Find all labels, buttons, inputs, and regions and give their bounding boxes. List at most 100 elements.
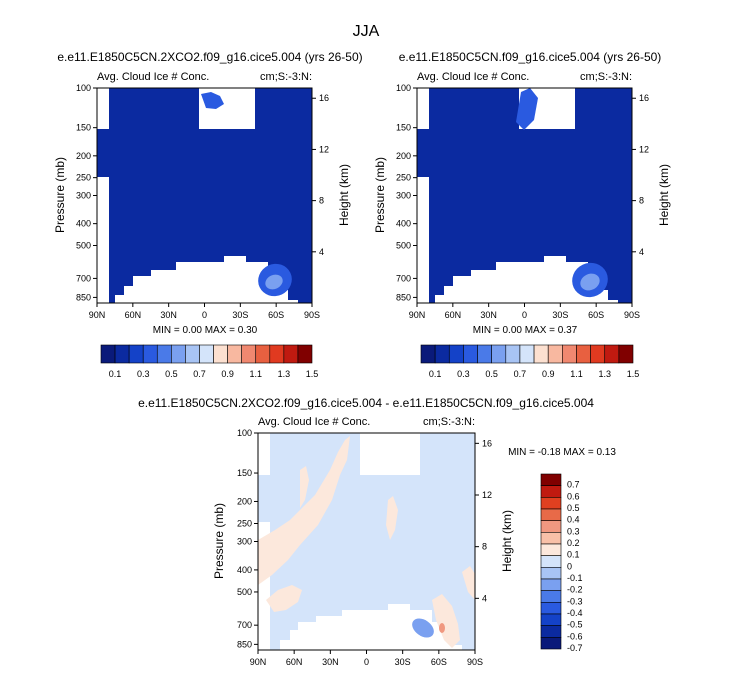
colorbar-label: 0.7	[193, 369, 206, 379]
colorbar-swatch	[540, 625, 562, 638]
positive-anomaly	[266, 585, 302, 612]
positive-anomaly	[258, 436, 350, 585]
colorbar-label: 0.6	[567, 491, 580, 501]
colorbar-swatch	[128, 344, 144, 364]
cloud-ice-field	[97, 88, 312, 303]
colorbar-swatch	[540, 473, 562, 486]
y-tick-label: 250	[76, 173, 91, 183]
positive-anomaly	[386, 496, 398, 540]
colorbar-swatch	[540, 602, 562, 615]
colorbar-swatch	[100, 344, 116, 364]
field-region	[417, 88, 632, 303]
colorbar-swatch	[540, 520, 562, 533]
colorbar-label: 0.1	[567, 550, 580, 560]
height-tick-label: 8	[482, 542, 487, 552]
height-tick-label: 12	[319, 144, 329, 154]
colorbar-swatch	[618, 344, 634, 364]
colorbar-swatch	[562, 344, 577, 364]
colorbar-label: -0.6	[567, 631, 583, 641]
panel-difference: e.e11.E1850C5CN.2XCO2.f09_g16.cice5.004 …	[138, 396, 616, 667]
x-tick-label: 60N	[286, 657, 303, 667]
height-tick-label: 4	[639, 247, 644, 257]
y-tick-label: 250	[237, 518, 252, 528]
colorbar-swatch	[227, 344, 242, 364]
colorbar-label: -0.7	[567, 643, 583, 653]
colorbar-label: -0.4	[567, 608, 583, 618]
colorbar-label: 0.7	[514, 369, 527, 379]
positive-anomaly	[432, 594, 460, 648]
y-tick-label: 400	[76, 219, 91, 229]
x-tick-label: 0	[364, 657, 369, 667]
x-tick-label: 30S	[232, 310, 248, 320]
x-tick-label: 30N	[322, 657, 339, 667]
contour-core	[580, 273, 600, 291]
y-tick-label: 500	[237, 587, 252, 597]
colorbar-label: 0.1	[429, 369, 442, 379]
colorbar-label: 0.4	[567, 515, 580, 525]
colorbar-label: 1.3	[598, 369, 611, 379]
x-tick-label: 30S	[395, 657, 411, 667]
y-tick-label: 700	[237, 620, 252, 630]
colorbar-swatch	[477, 344, 492, 364]
y-tick-label: 500	[396, 240, 411, 250]
y-tick-label: 300	[76, 191, 91, 201]
height-tick-label: 8	[319, 196, 324, 206]
colorbar-swatch	[604, 344, 620, 364]
y-tick-label: 250	[396, 173, 411, 183]
x-tick-label: 60S	[268, 310, 284, 320]
colorbar-swatch	[156, 344, 172, 364]
colorbar-swatch	[448, 344, 464, 364]
colorbar-swatch	[519, 344, 535, 364]
subtitle-left: Avg. Cloud Ice # Conc.	[97, 71, 209, 83]
x-tick-label: 90S	[624, 310, 640, 320]
panel-title: e.e11.E1850C5CN.f09_g16.cice5.004 (yrs 2…	[399, 50, 662, 64]
x-tick-label: 90S	[467, 657, 483, 667]
colorbar-label: 0.3	[137, 369, 150, 379]
y-tick-label: 150	[76, 123, 91, 133]
colorbar-swatch	[540, 497, 562, 510]
panel-2xco2: e.e11.E1850C5CN.2XCO2.f09_g16.cice5.004 …	[53, 50, 363, 379]
colorbar-swatch	[283, 344, 299, 364]
colorbar-swatch	[540, 567, 562, 580]
colorbar-label: 0	[567, 561, 572, 571]
x-tick-label: 90N	[409, 310, 426, 320]
stats-text: MIN = -0.18 MAX = 0.13	[508, 447, 616, 458]
height-tick-label: 16	[639, 93, 649, 103]
subtitle-right: cm;S:-3:N:	[260, 71, 312, 83]
contour-light	[516, 88, 538, 130]
y-tick-label: 700	[76, 273, 91, 283]
y-axis-right: Height (km)	[500, 510, 514, 572]
subtitle-right: cm;S:-3:N:	[423, 416, 475, 428]
y-tick-label: 100	[237, 428, 252, 438]
y-tick-label: 850	[76, 292, 91, 302]
y-axis-label: Pressure (mb)	[373, 157, 387, 233]
colorbar-swatch	[255, 344, 271, 364]
max-anomaly	[439, 623, 445, 633]
colorbar: 0.1 0.3 0.5 0.7 0.9 1.1 1.3 1.5	[420, 344, 639, 379]
height-tick-label: 16	[482, 438, 492, 448]
colorbar-swatch	[547, 344, 563, 364]
difference-base	[258, 433, 475, 650]
stats-text: MIN = 0.00 MAX = 0.30	[153, 325, 258, 336]
colorbar-swatch	[241, 344, 257, 364]
colorbar-swatch	[533, 344, 549, 364]
height-tick-label: 4	[482, 593, 487, 603]
height-tick-label: 12	[482, 490, 492, 500]
y-tick-label: 700	[396, 273, 411, 283]
y-axis-label: Pressure (mb)	[212, 503, 226, 579]
colorbar-label: 1.1	[249, 369, 262, 379]
colorbar-swatch	[434, 344, 450, 364]
colorbar-label: 0.2	[567, 538, 580, 548]
figure-title: JJA	[353, 23, 380, 40]
y-axis-right-label: Height (km)	[337, 164, 351, 226]
y-tick-label: 200	[76, 151, 91, 161]
y-tick-label: 300	[237, 537, 252, 547]
field-region	[97, 88, 312, 303]
colorbar-swatch	[114, 344, 130, 364]
y-axis-left: Pressure (mb)	[53, 157, 67, 233]
x-tick-label: 0	[522, 310, 527, 320]
colorbar-swatch	[540, 578, 562, 591]
panel-control: e.e11.E1850C5CN.f09_g16.cice5.004 (yrs 2…	[373, 50, 671, 379]
colorbar-swatch	[540, 555, 562, 568]
colorbar-swatch	[297, 344, 313, 364]
